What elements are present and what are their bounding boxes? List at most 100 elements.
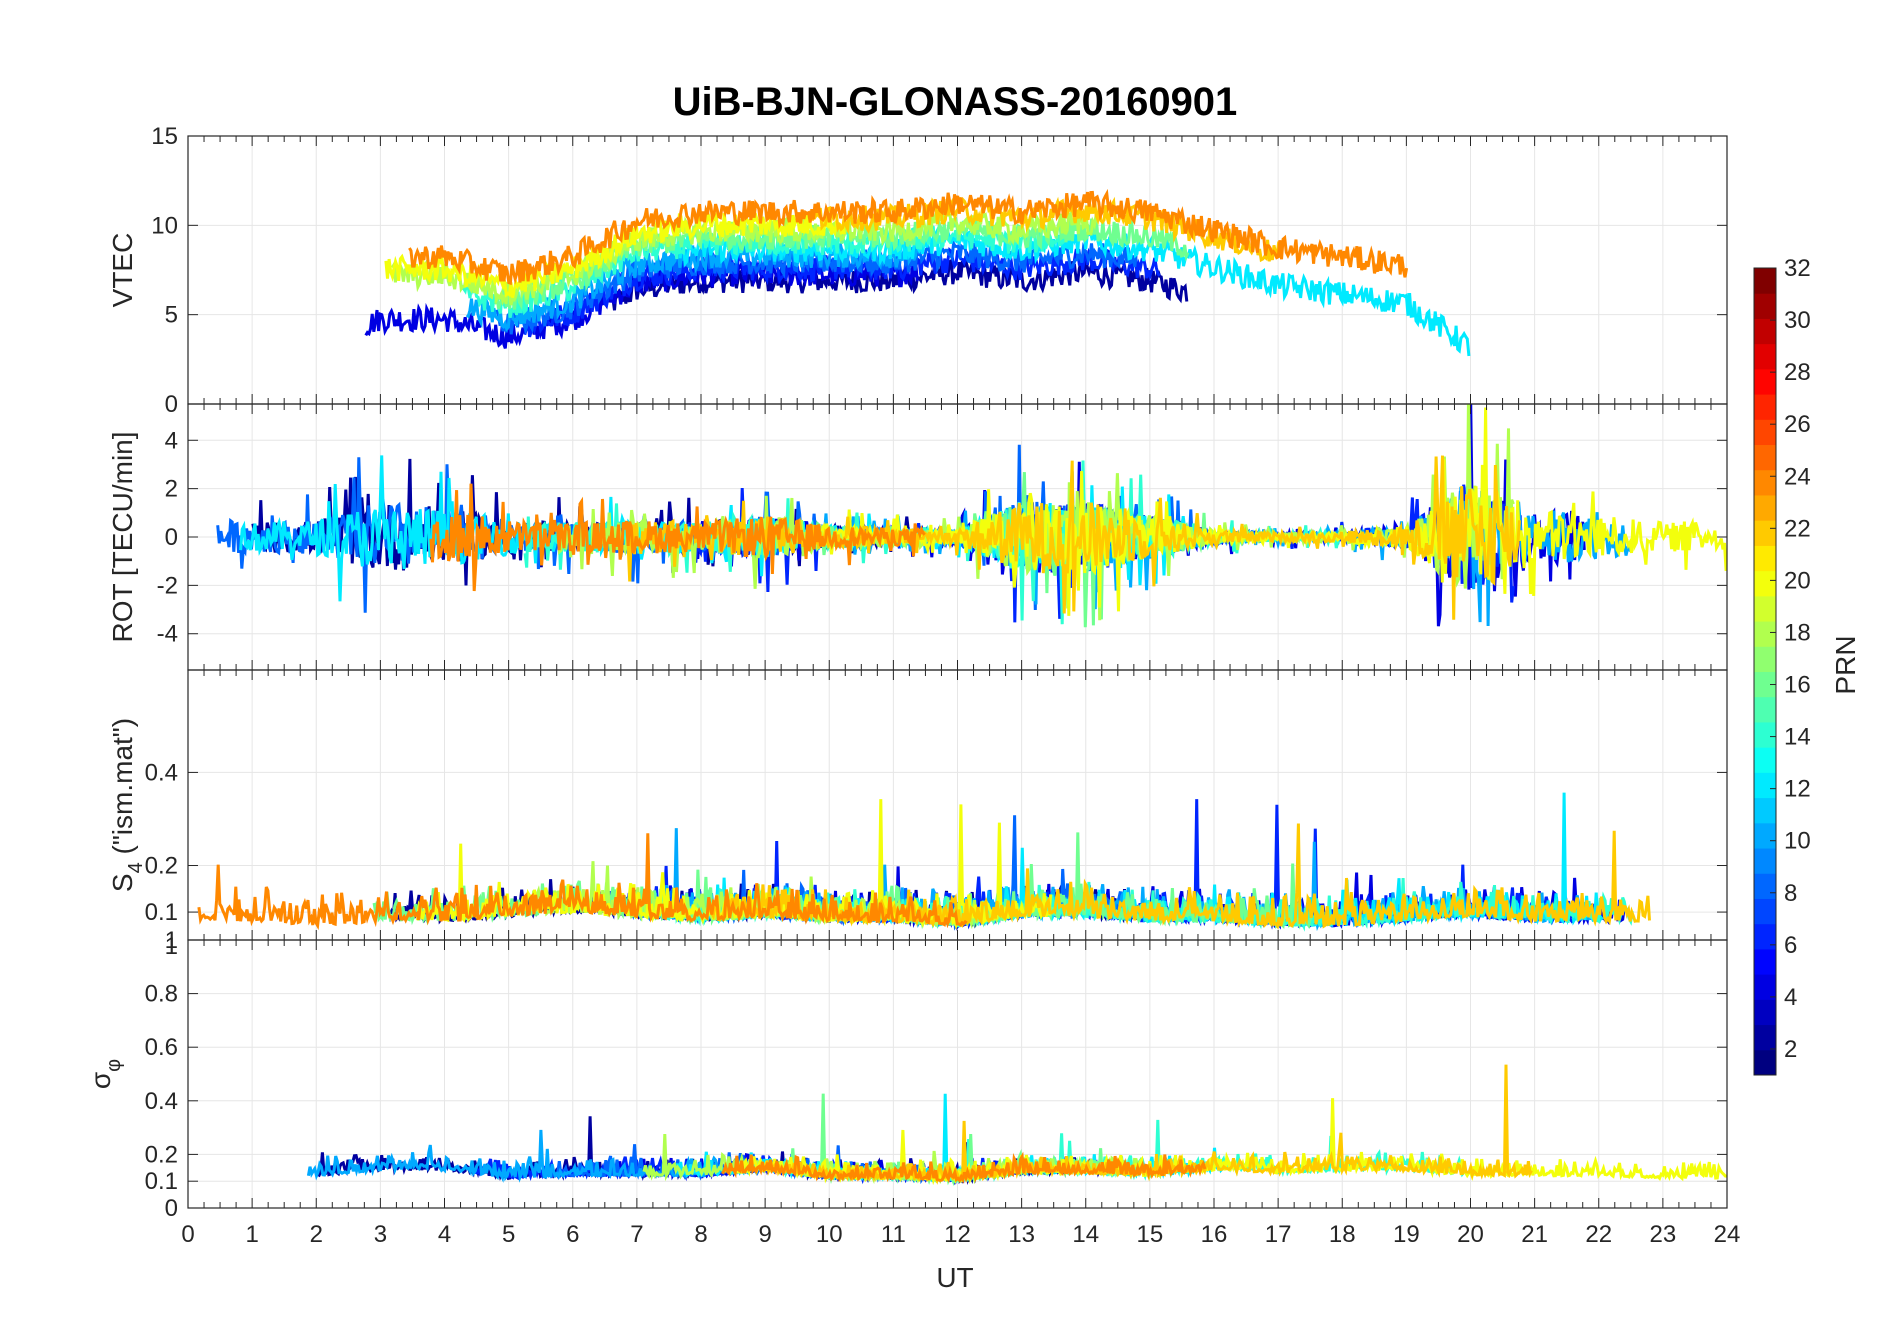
colorbar-segment <box>1754 822 1776 849</box>
x-tick-label: 3 <box>374 1221 387 1248</box>
x-tick-label: 15 <box>1137 1221 1164 1248</box>
y-axis-label-sub: φ <box>103 1059 125 1072</box>
y-tick-label: 0.4 <box>145 1088 178 1115</box>
x-tick-label: 21 <box>1521 1221 1548 1248</box>
series-group-vtec <box>364 188 1471 357</box>
colorbar-segment <box>1754 1024 1776 1051</box>
x-tick-label: 13 <box>1008 1221 1035 1248</box>
colorbar-segment <box>1754 268 1776 294</box>
panel-vtec: 0 5 10 15 VTEC <box>107 123 1728 418</box>
colorbar-segment <box>1754 923 1776 950</box>
x-tick-label: 9 <box>758 1221 771 1248</box>
y-tick-label: 0.8 <box>145 981 178 1008</box>
y-tick-label: 0.1 <box>145 1168 178 1195</box>
series-line <box>721 1151 1207 1184</box>
colorbar-segment <box>1754 570 1776 597</box>
colorbar-segment <box>1754 368 1776 395</box>
y-axis-label-vtec: VTEC <box>107 233 138 308</box>
colorbar-segment <box>1754 696 1776 723</box>
y-tick-label: 15 <box>151 123 178 150</box>
series-group-rot <box>216 404 1727 628</box>
series-line <box>408 188 1409 286</box>
y-tick-label-top: 1 <box>165 933 178 960</box>
y-axis-label-rot: ROT [TECU/min] <box>107 431 138 642</box>
colorbar-tick-label: 16 <box>1784 672 1811 699</box>
series-group-s4 <box>197 792 1651 932</box>
colorbar-label: PRN <box>1830 635 1861 694</box>
y-axis-label-main: S <box>107 873 138 892</box>
y-tick-label: 1 <box>165 927 178 954</box>
x-tick-label: 17 <box>1265 1221 1292 1248</box>
series-line <box>678 226 1471 357</box>
colorbar-segment <box>1754 797 1776 824</box>
y-tick-label: 0.4 <box>145 759 178 786</box>
colorbar-segment <box>1754 772 1776 799</box>
y-axis-label-rest: ("ism.mat") <box>107 718 138 862</box>
colorbar-segment <box>1754 948 1776 975</box>
panel-sigma: 00.10.2 0.4 0.6 0.8 11 σφ <box>85 927 1728 1222</box>
colorbar-tick-label: 4 <box>1784 984 1797 1011</box>
x-axis-label: UT <box>936 1262 973 1293</box>
colorbar-segment <box>1754 343 1776 370</box>
colorbar-segment <box>1754 520 1776 546</box>
y-tick-label: 0 <box>165 1195 178 1222</box>
colorbar-segment <box>1754 318 1776 345</box>
y-tick-label: 0 <box>165 391 178 418</box>
colorbar-segment <box>1754 595 1776 622</box>
y-tick-label: 4 <box>165 427 178 454</box>
y-tick-label: 0 <box>165 524 178 551</box>
colorbar-frame <box>1753 267 1777 1076</box>
x-tick-label: 11 <box>881 1221 906 1248</box>
x-tick-label: 24 <box>1714 1221 1741 1248</box>
y-tick-label: 5 <box>165 302 178 329</box>
colorbar-segment <box>1754 394 1776 420</box>
x-tick-label: 8 <box>694 1221 707 1248</box>
series-group-sigma <box>306 1064 1727 1187</box>
y-tick-label: 2 <box>165 476 178 503</box>
colorbar-segment <box>1754 898 1776 925</box>
colorbar-segment <box>1754 721 1776 748</box>
colorbar-segment <box>1754 444 1776 471</box>
colorbar-tick-label: 12 <box>1784 776 1811 803</box>
colorbar-tick-label: 20 <box>1784 567 1811 594</box>
colorbar-tick-label: 24 <box>1784 463 1811 490</box>
series-line <box>384 209 846 299</box>
x-tick-label: 7 <box>630 1221 643 1248</box>
y-tick-label: -2 <box>157 572 178 599</box>
y-tick-label: 0.2 <box>145 1141 178 1168</box>
series-line <box>707 823 1651 930</box>
colorbar-segment <box>1754 545 1776 572</box>
y-tick-label: -4 <box>157 621 178 648</box>
x-tick-label: 4 <box>438 1221 451 1248</box>
x-tick-label: 22 <box>1585 1221 1612 1248</box>
series-line <box>495 238 1138 335</box>
y-axis-label-main: σ <box>85 1072 116 1089</box>
panel-s4: 0.10.20.4S4 ("ism.mat") <box>107 669 1728 941</box>
x-tick-label: 18 <box>1329 1221 1356 1248</box>
colorbar-segment <box>1754 1049 1776 1076</box>
x-tick-label: 1 <box>245 1221 258 1248</box>
x-tick-label: 14 <box>1072 1221 1099 1248</box>
colorbar-segment <box>1754 469 1776 496</box>
series-line <box>493 216 1190 311</box>
x-tick-label: 2 <box>310 1221 323 1248</box>
colorbar-tick-label: 32 <box>1784 255 1811 282</box>
panel-rot: -4 -2 0 2 4 ROT [TECU/min] <box>107 403 1728 671</box>
colorbar-tick-label: 2 <box>1784 1036 1797 1063</box>
x-tick-label: 5 <box>502 1221 515 1248</box>
colorbar-tick-label: 26 <box>1784 411 1811 438</box>
y-axis-label-s4: S4 ("ism.mat") <box>107 718 147 892</box>
y-tick-label: 10 <box>151 212 178 239</box>
colorbar-segment <box>1754 848 1776 874</box>
colorbar-tick-label: 14 <box>1784 724 1811 751</box>
x-tick-label: 10 <box>816 1221 843 1248</box>
y-axis-label-sub: 4 <box>125 862 147 873</box>
colorbar-segment <box>1754 873 1776 899</box>
colorbar-segment <box>1754 293 1776 319</box>
y-tick-label: 0.2 <box>145 853 178 880</box>
colorbar-segment <box>1754 646 1776 672</box>
x-tick-label: 20 <box>1457 1221 1484 1248</box>
colorbar-tick-label: 6 <box>1784 932 1797 959</box>
